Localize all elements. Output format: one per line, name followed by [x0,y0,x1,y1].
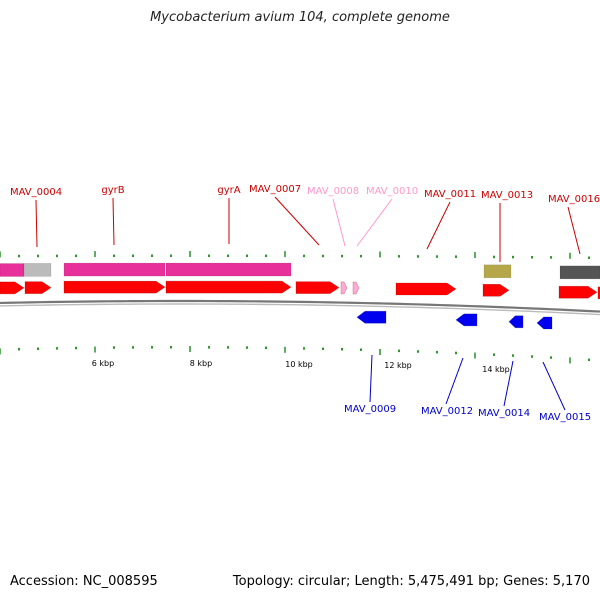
tick-marks [0,251,590,364]
reverse-gene-arrow [536,316,553,330]
forward-gene-arrow [0,281,25,295]
gene-label: MAV_0014 [478,408,530,419]
gene-leader-line [426,201,451,250]
genome-backbone [0,299,600,316]
scale-label: 12 kbp [384,361,412,370]
scale-labels: 6 kbp 8 kbp 10 kbp 12 kbp 14 kbp [92,359,510,374]
gene-label: MAV_0016 [548,194,600,205]
forward-gene-arrow [395,282,457,296]
rna-band [0,263,25,277]
forward-gene-arrow [352,281,360,295]
accession-label: Accession: NC_008595 [10,574,158,589]
gene-leader-line [356,198,393,247]
backbone-line-outer [0,299,600,313]
gene-labels: MAV_0004 gyrB gyrA MAV_0007 MAV_0008 MAV_0010… [10,184,600,423]
forward-gene-arrow [295,281,340,294]
forward-strand-genes [0,280,600,300]
scale-label: 8 kbp [190,359,212,368]
rna-band [63,262,166,277]
forward-gene-arrow [24,281,52,294]
forward-gene-arrow [482,283,510,297]
gene-label: gyrB [101,185,124,196]
olive-band [483,264,512,279]
gene-label: MAV_0004 [10,187,62,198]
scale-label: 10 kbp [285,360,313,369]
gene-label: MAV_0012 [421,406,473,417]
gene-label: gyrA [217,185,240,196]
gene-leader-line [445,357,464,405]
gene-leader-line [542,361,566,411]
backbone-line-inner [0,303,600,316]
gene-leader-line [112,197,115,246]
reverse-strand-genes [356,310,553,330]
feature-bands [0,262,600,280]
gene-leader-line [274,196,320,246]
forward-gene-arrow [558,285,598,299]
map-title: Mycobacterium avium 104, complete genome [150,10,450,25]
gene-leader-line [332,198,346,247]
gene-label: MAV_0009 [344,404,396,415]
forward-gene-arrow [63,280,166,294]
gene-label: MAV_0015 [539,412,591,423]
gene-label: MAV_0010 [366,186,418,197]
gene-label: MAV_0013 [481,190,533,201]
reverse-gene-arrow [508,315,524,329]
forward-gene-arrow [340,281,348,295]
gene-label: MAV_0011 [424,189,476,200]
gene-leader-line [369,354,373,403]
gene-leader-line [503,360,514,407]
rna-band [165,262,292,277]
forward-gene-arrow [165,280,292,294]
grey-band [23,263,52,277]
gene-label: MAV_0008 [307,186,359,197]
scale-label: 14 kbp [482,365,510,374]
genome-stats-label: Topology: circular; Length: 5,475,491 bp… [232,574,590,589]
gene-label: MAV_0007 [249,184,301,195]
reverse-gene-arrow [455,313,478,327]
gene-leader-line [35,199,38,248]
scale-label: 6 kbp [92,359,114,368]
gene-leader-line [567,206,581,255]
dark-band [559,265,600,280]
reverse-gene-arrow [356,310,387,324]
